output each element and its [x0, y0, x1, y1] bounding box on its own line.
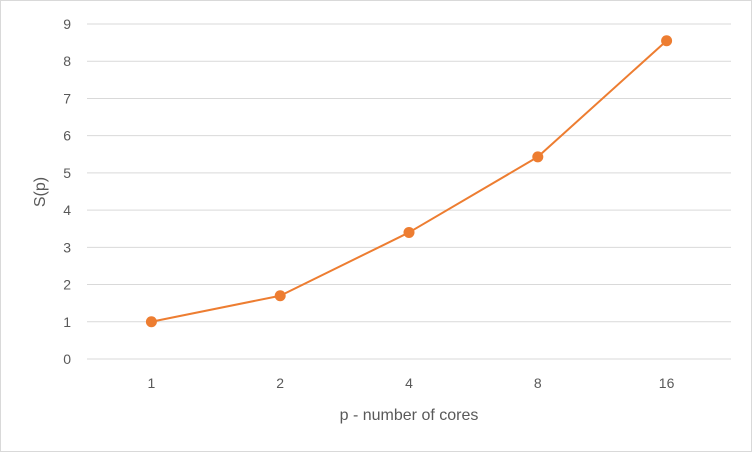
y-tick-label: 1	[63, 314, 71, 330]
y-axis-title: S(p)	[32, 177, 49, 207]
data-point	[274, 290, 286, 302]
data-point	[145, 316, 157, 328]
y-tick-label: 6	[63, 128, 71, 144]
y-tick-label: 5	[63, 165, 71, 181]
y-tick-label: 3	[63, 239, 71, 255]
x-tick-label: 16	[659, 375, 675, 391]
data-points	[145, 35, 673, 328]
x-axis-title: p - number of cores	[340, 407, 479, 424]
x-tick-labels: 1 2 4 8 16	[148, 375, 675, 391]
series-line	[151, 40, 668, 323]
x-tick-label: 1	[148, 375, 156, 391]
y-tick-label: 4	[63, 202, 71, 218]
data-point	[403, 226, 415, 238]
y-tick-label: 0	[63, 351, 71, 367]
y-tick-label: 7	[63, 90, 71, 106]
y-tick-label: 9	[63, 16, 71, 32]
data-point	[532, 151, 544, 163]
gridlines	[87, 23, 731, 360]
y-tick-labels: 0 1 2 3 4 5 6 7 8 9	[63, 16, 71, 367]
y-tick-label: 2	[63, 277, 71, 293]
y-tick-label: 8	[63, 53, 71, 69]
x-tick-label: 2	[276, 375, 284, 391]
data-point	[661, 35, 673, 47]
x-tick-label: 4	[405, 375, 413, 391]
series-line-0	[151, 40, 668, 323]
x-tick-label: 8	[534, 375, 542, 391]
